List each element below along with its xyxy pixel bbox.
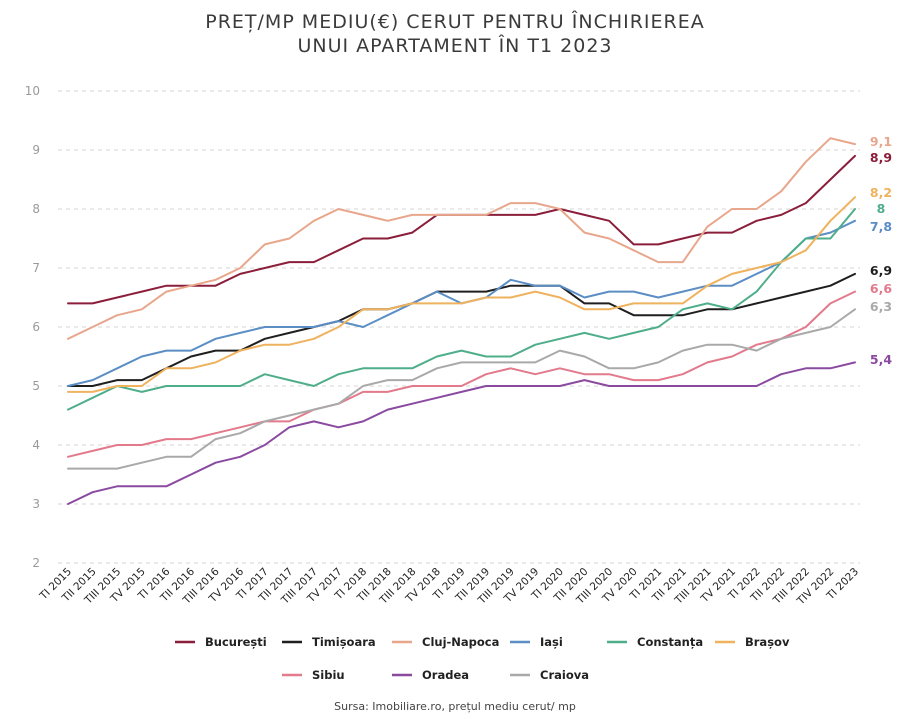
- y-tick-label: 8: [32, 202, 40, 216]
- series-layer: [67, 137, 856, 505]
- series-line-2: [67, 137, 856, 340]
- legend-label: București: [205, 635, 267, 649]
- end-value-label: 9,1: [870, 134, 892, 149]
- legend-label: Brașov: [745, 635, 790, 649]
- series-line-1: [67, 272, 856, 387]
- y-tick-label: 10: [25, 84, 40, 98]
- legend: București Timișoara Cluj-Napoca Iași Constan…: [175, 635, 790, 682]
- y-tick-label: 5: [32, 379, 40, 393]
- legend-label: Iași: [540, 635, 563, 649]
- series-line-0: [67, 154, 856, 305]
- y-axis-ticks: 2 3 4 5 6 7 8 9 10: [25, 84, 40, 570]
- legend-label: Oradea: [422, 668, 469, 682]
- y-tick-label: 3: [32, 497, 40, 511]
- series-line-5: [67, 196, 856, 393]
- end-value-label: 8,2: [870, 185, 892, 200]
- legend-label: Cluj-Napoca: [422, 635, 499, 649]
- chart-title-line-2: UNUI APARTAMENT ÎN T1 2023: [297, 34, 612, 57]
- legend-label: Craiova: [540, 668, 589, 682]
- y-tick-label: 9: [32, 143, 40, 157]
- series-line-8: [67, 308, 856, 470]
- y-tick-label: 4: [32, 438, 40, 452]
- series-line-6: [67, 290, 856, 458]
- end-value-label: 8: [877, 201, 886, 216]
- y-tick-label: 7: [32, 261, 40, 275]
- y-tick-label: 6: [32, 320, 40, 334]
- end-value-label: 6,3: [870, 299, 892, 314]
- source-note: Sursa: Imobiliare.ro, prețul mediu cerut…: [334, 700, 576, 713]
- grid-layer: [58, 90, 860, 564]
- legend-label: Sibiu: [312, 668, 345, 682]
- series-line-4: [67, 208, 856, 411]
- legend-label: Timișoara: [312, 635, 376, 649]
- end-value-label: 7,8: [870, 219, 892, 234]
- end-value-label: 6,9: [870, 263, 892, 278]
- y-tick-label: 2: [32, 556, 40, 570]
- end-value-label: 6,6: [870, 281, 892, 296]
- chart-title-line-1: PREȚ/MP MEDIU(€) CERUT PENTRU ÎNCHIRIERE…: [205, 10, 705, 33]
- series-line-7: [67, 361, 856, 505]
- end-value-label: 5,4: [870, 352, 892, 367]
- end-labels: 8,9 6,9 9,1 7,8 88,2 6,6 5,4 6,3: [870, 134, 892, 367]
- end-value-label: 8,9: [870, 150, 892, 165]
- legend-label: Constanța: [637, 635, 703, 649]
